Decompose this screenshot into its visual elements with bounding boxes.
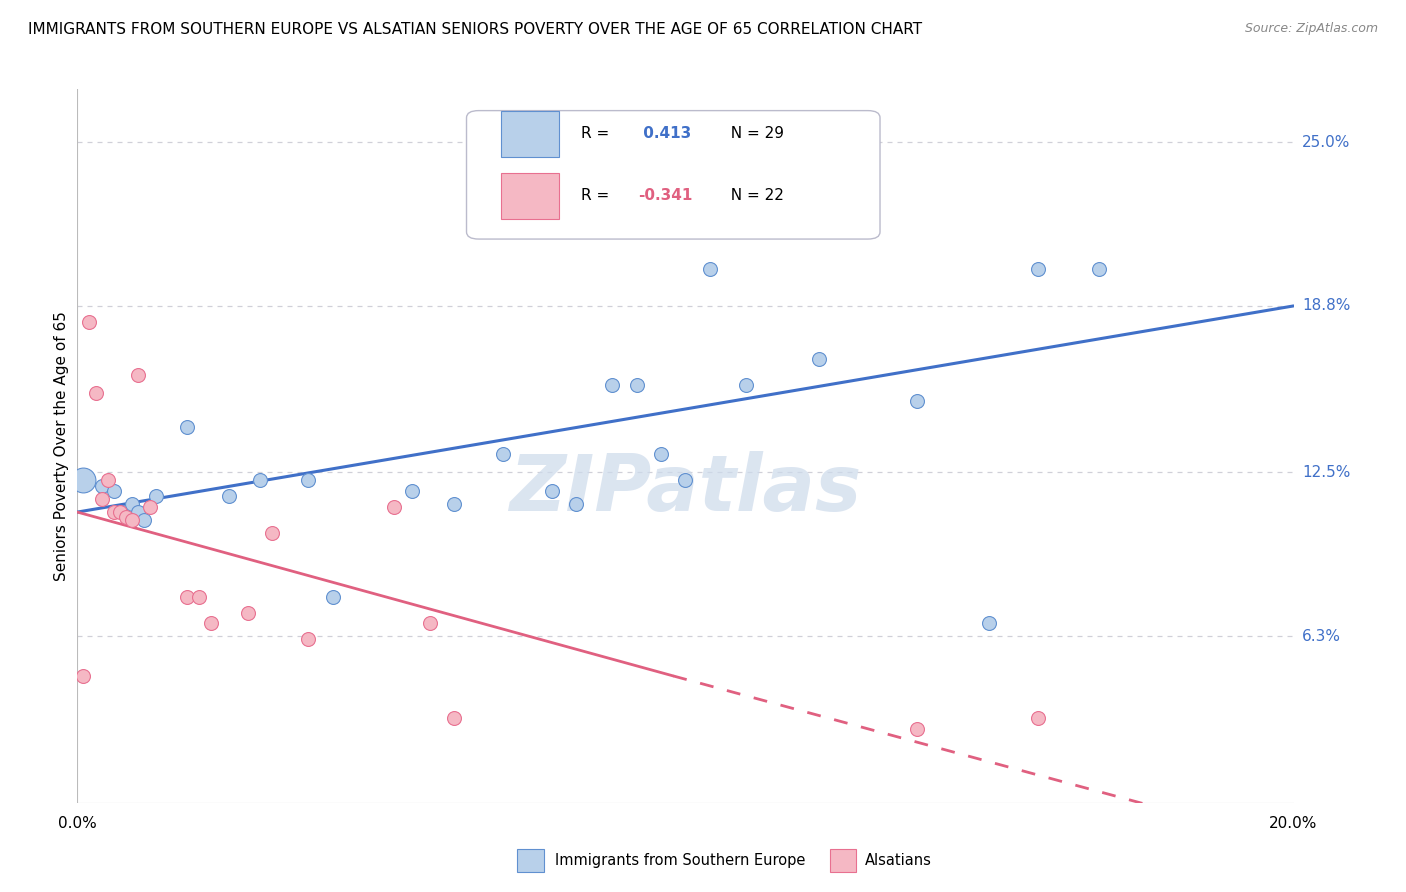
Point <box>84 386 107 401</box>
Point <box>72 669 94 683</box>
Text: R =: R = <box>581 188 614 203</box>
Point <box>103 483 125 498</box>
Point <box>1088 261 1111 276</box>
Point <box>905 722 928 736</box>
Text: Immigrants from Southern Europe: Immigrants from Southern Europe <box>555 854 806 868</box>
Text: 0.0%: 0.0% <box>58 816 97 831</box>
Point <box>297 474 319 488</box>
Point <box>735 378 758 392</box>
Text: 18.8%: 18.8% <box>1302 299 1350 313</box>
Point <box>145 489 167 503</box>
Point <box>808 351 831 366</box>
Point <box>97 474 120 488</box>
Text: R =: R = <box>581 127 614 141</box>
Text: -0.341: -0.341 <box>638 188 692 203</box>
Point <box>565 497 588 511</box>
Point <box>218 489 240 503</box>
Point <box>103 505 125 519</box>
Point <box>443 497 465 511</box>
Text: Source: ZipAtlas.com: Source: ZipAtlas.com <box>1244 22 1378 36</box>
Text: 6.3%: 6.3% <box>1302 629 1341 644</box>
Point <box>139 500 162 514</box>
Text: 12.5%: 12.5% <box>1302 465 1350 480</box>
Point <box>134 513 156 527</box>
Point <box>188 590 211 604</box>
FancyBboxPatch shape <box>467 111 880 239</box>
Point <box>79 315 101 329</box>
FancyBboxPatch shape <box>501 111 560 157</box>
Text: Alsatians: Alsatians <box>865 854 932 868</box>
Point <box>979 616 1001 631</box>
Point <box>90 491 112 506</box>
Point <box>905 394 928 409</box>
Point <box>297 632 319 646</box>
Text: IMMIGRANTS FROM SOUTHERN EUROPE VS ALSATIAN SENIORS POVERTY OVER THE AGE OF 65 C: IMMIGRANTS FROM SOUTHERN EUROPE VS ALSAT… <box>28 22 922 37</box>
Text: N = 22: N = 22 <box>721 188 783 203</box>
Text: 0.413: 0.413 <box>638 127 692 141</box>
Point <box>127 368 149 382</box>
Point <box>90 478 112 492</box>
Point <box>1026 711 1049 725</box>
Point <box>121 513 143 527</box>
Point <box>127 505 149 519</box>
Point <box>115 505 138 519</box>
Point <box>401 483 423 498</box>
Y-axis label: Seniors Poverty Over the Age of 65: Seniors Poverty Over the Age of 65 <box>53 311 69 581</box>
Point <box>176 420 198 434</box>
Point <box>322 590 344 604</box>
Point <box>626 378 648 392</box>
Point <box>650 447 672 461</box>
Point <box>108 505 131 519</box>
Point <box>249 474 271 488</box>
Point <box>602 378 624 392</box>
Point <box>492 447 515 461</box>
FancyBboxPatch shape <box>501 173 560 219</box>
Text: 20.0%: 20.0% <box>1270 816 1317 831</box>
Point <box>1026 261 1049 276</box>
Point <box>236 606 259 620</box>
Text: 25.0%: 25.0% <box>1302 135 1350 150</box>
Point <box>200 616 222 631</box>
Point <box>72 474 94 488</box>
Point <box>115 510 138 524</box>
Point <box>176 590 198 604</box>
Point <box>382 500 405 514</box>
Point <box>540 483 562 498</box>
Text: ZIPatlas: ZIPatlas <box>509 450 862 527</box>
Text: N = 29: N = 29 <box>721 127 783 141</box>
Point <box>419 616 441 631</box>
Point <box>675 474 697 488</box>
Point <box>260 526 283 541</box>
Point <box>443 711 465 725</box>
Point <box>121 497 143 511</box>
Point <box>699 261 721 276</box>
